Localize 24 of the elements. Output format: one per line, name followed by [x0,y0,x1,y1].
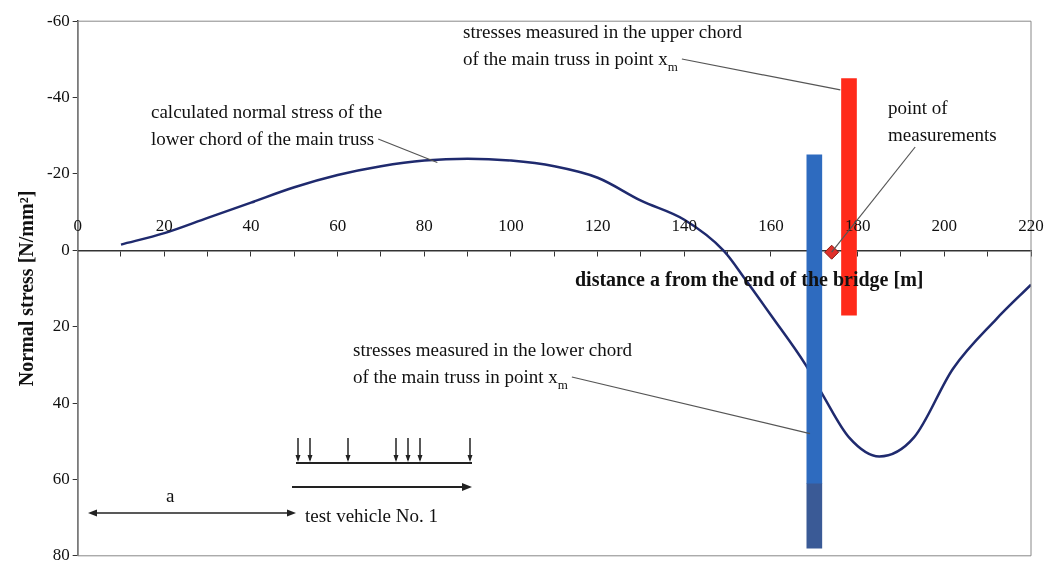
annotation: point of measurements [888,97,997,145]
y-tick-label: 0 [61,239,70,259]
x-tick-label: 100 [498,216,524,236]
y-axis-title: Normal stress [N/mm²] [15,190,38,387]
annotation: a [166,485,175,506]
y-tick-label: -60 [46,10,70,30]
y-tick-label: -40 [46,87,70,107]
annotation: calculated normal stress of the lower chord of the main truss [151,101,383,149]
x-tick-label: 200 [931,216,958,236]
y-tick-label: 80 [52,545,70,565]
y-tick-label: 60 [52,468,70,488]
y-tick-label: -20 [46,163,70,183]
x-tick-label: 140 [671,216,698,236]
y-tick-label: 40 [52,392,70,412]
x-tick-label: 60 [329,216,347,236]
annotation: test vehicle No. 1 [305,505,438,526]
y-tick-label: 20 [52,316,70,336]
bar [806,482,823,549]
x-tick-label: 40 [242,216,260,236]
x-tick-label: 80 [415,216,433,236]
x-tick-label: 120 [584,216,611,236]
x-tick-label: 220 [1018,216,1044,236]
x-tick-label: 20 [155,216,173,236]
x-tick-label: 160 [758,216,784,236]
